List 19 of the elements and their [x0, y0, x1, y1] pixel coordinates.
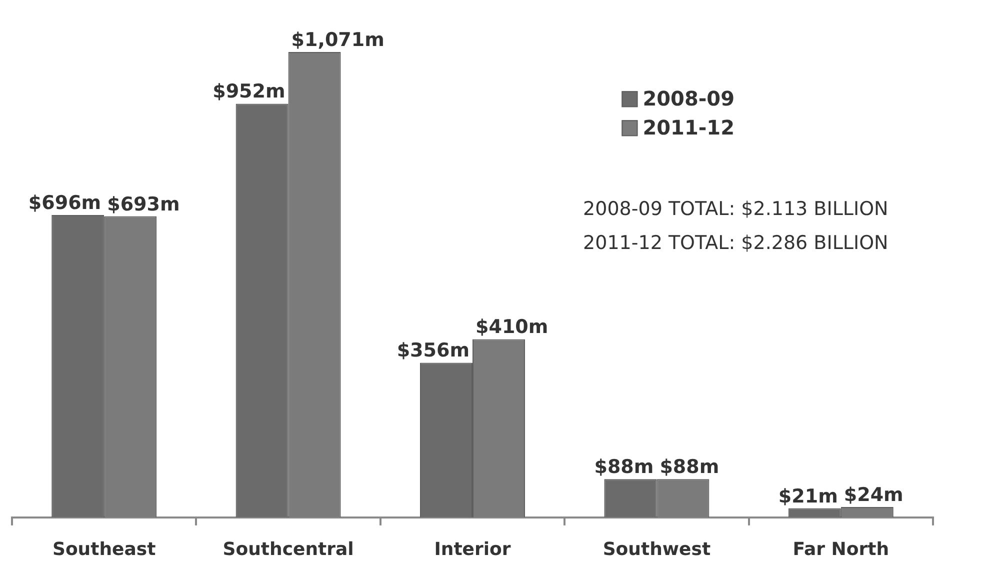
x-tick-label: Far North	[792, 538, 890, 560]
annotation: 2011-12 TOTAL: $2.286 BILLION	[583, 232, 888, 254]
data-label: $88m	[660, 456, 720, 478]
legend-label: 2008-09	[642, 86, 734, 110]
data-label: $693m	[107, 193, 180, 216]
data-label: $952m	[212, 80, 286, 103]
legend-label: 2011-12	[642, 115, 734, 140]
data-label: $21m	[778, 485, 838, 508]
data-label: $356m	[396, 340, 470, 362]
annotation: 2008-09 TOTAL: $2.113 BILLION	[583, 198, 888, 220]
data-label: $410m	[476, 316, 548, 338]
x-tick-label: Southcentral	[222, 538, 354, 560]
data-label: $696m	[28, 192, 102, 214]
data-label: $88m	[594, 456, 654, 478]
x-tick-label: Southeast	[52, 538, 156, 560]
x-tick-label: Interior	[434, 538, 511, 560]
data-label: $1,071m	[291, 29, 384, 51]
data-label: $24m	[844, 484, 904, 506]
x-tick-label: Southwest	[602, 538, 711, 560]
